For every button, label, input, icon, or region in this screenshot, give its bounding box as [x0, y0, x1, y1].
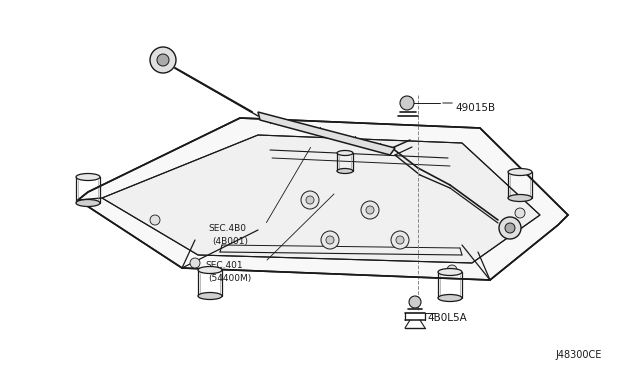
- Text: 49015B: 49015B: [455, 103, 495, 113]
- Ellipse shape: [198, 292, 222, 299]
- Circle shape: [306, 196, 314, 204]
- Circle shape: [499, 217, 521, 239]
- Circle shape: [391, 231, 409, 249]
- Text: (54400M): (54400M): [208, 273, 252, 282]
- Polygon shape: [78, 118, 568, 280]
- Circle shape: [157, 54, 169, 66]
- Circle shape: [396, 236, 404, 244]
- Circle shape: [190, 258, 200, 268]
- Circle shape: [361, 201, 379, 219]
- Text: SEC.401: SEC.401: [205, 260, 243, 269]
- Circle shape: [447, 265, 457, 275]
- Circle shape: [301, 191, 319, 209]
- Circle shape: [505, 223, 515, 233]
- Ellipse shape: [508, 169, 532, 176]
- Ellipse shape: [198, 266, 222, 273]
- Circle shape: [321, 231, 339, 249]
- Circle shape: [400, 96, 414, 110]
- Text: (4B001): (4B001): [212, 237, 248, 246]
- Circle shape: [409, 296, 421, 308]
- Circle shape: [366, 206, 374, 214]
- Circle shape: [515, 208, 525, 218]
- Ellipse shape: [508, 195, 532, 202]
- Ellipse shape: [76, 199, 100, 206]
- Ellipse shape: [337, 169, 353, 173]
- Ellipse shape: [438, 269, 462, 276]
- Polygon shape: [102, 135, 540, 263]
- Text: SEC.4B0: SEC.4B0: [208, 224, 246, 232]
- Circle shape: [150, 47, 176, 73]
- Ellipse shape: [76, 173, 100, 180]
- Text: J48300CE: J48300CE: [555, 350, 602, 360]
- Ellipse shape: [337, 151, 353, 155]
- Ellipse shape: [438, 295, 462, 301]
- Circle shape: [326, 236, 334, 244]
- Circle shape: [150, 215, 160, 225]
- Polygon shape: [258, 112, 395, 155]
- Text: 4B0L5A: 4B0L5A: [427, 313, 467, 323]
